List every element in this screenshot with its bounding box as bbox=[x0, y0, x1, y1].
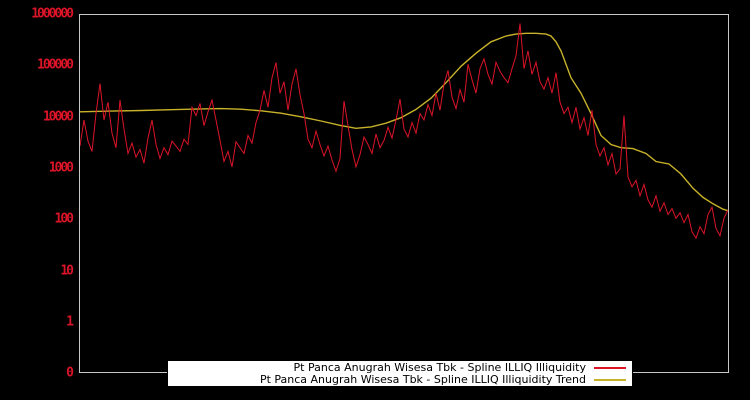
legend-label-illiquidity: Pt Panca Anugrah Wisesa Tbk - Spline ILL… bbox=[293, 360, 586, 374]
plot-area: Pt Panca Anugrah Wisesa Tbk - Spline ILL… bbox=[79, 14, 729, 387]
legend-label-trend: Pt Panca Anugrah Wisesa Tbk - Spline ILL… bbox=[259, 372, 586, 386]
illiq-line bbox=[80, 23, 728, 240]
illiq-trend-line bbox=[80, 32, 728, 212]
y-tick-label: 1000000 bbox=[31, 6, 74, 22]
legend-item-trend: Pt Panca Anugrah Wisesa Tbk - Spline ILL… bbox=[168, 372, 632, 386]
y-tick-label: 1000 bbox=[48, 160, 74, 176]
legend: Pt Panca Anugrah Wisesa Tbk - Spline ILL… bbox=[167, 360, 633, 387]
chart-canvas bbox=[80, 23, 728, 240]
y-axis: 1000000 100000 10000 1000 100 10 1 0 bbox=[0, 0, 75, 400]
y-tick-label: 1 bbox=[66, 314, 74, 330]
y-tick-label: 100000 bbox=[37, 57, 74, 73]
legend-swatch-trend bbox=[594, 378, 626, 381]
y-tick-label: 0 bbox=[66, 365, 74, 381]
y-tick-label: 10 bbox=[60, 263, 74, 279]
legend-item-illiquidity: Pt Panca Anugrah Wisesa Tbk - Spline ILL… bbox=[168, 360, 632, 374]
y-tick-label: 100 bbox=[54, 211, 75, 227]
y-tick-label: 10000 bbox=[42, 109, 74, 125]
legend-swatch-illiquidity bbox=[594, 366, 626, 369]
